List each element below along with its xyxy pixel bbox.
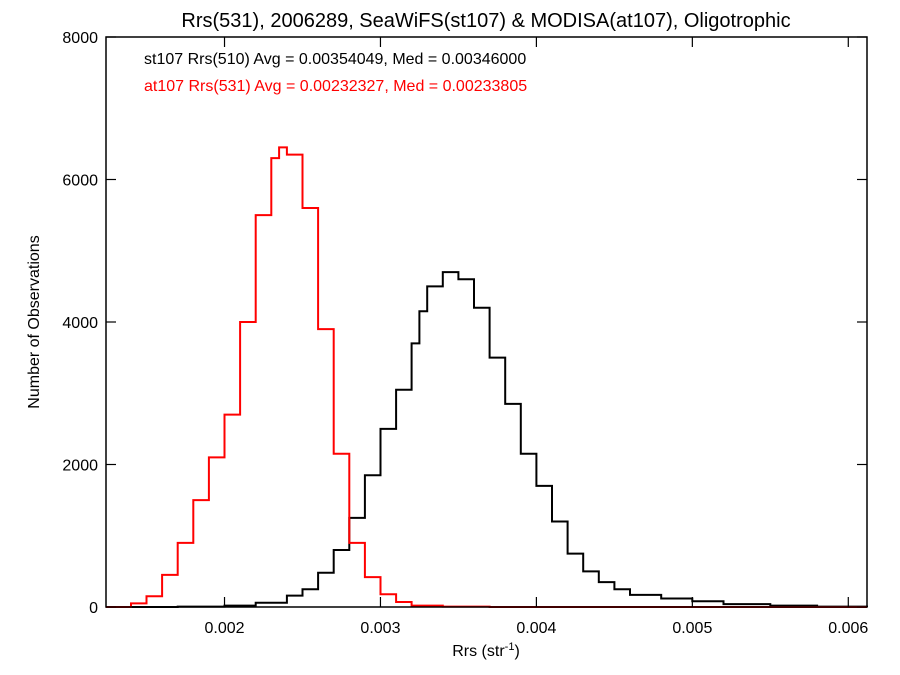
legend-entry-st107: st107 Rrs(510) Avg = 0.00354049, Med = 0… (144, 51, 526, 68)
x-axis-label-exponent: -1 (505, 641, 515, 653)
chart-title: Rrs(531), 2006289, SeaWiFS(st107) & MODI… (181, 10, 790, 32)
series-group (106, 146, 868, 608)
series-line-1 (106, 146, 867, 608)
x-tick-label: 0.004 (516, 620, 556, 637)
y-tick-label: 0 (89, 600, 98, 617)
x-tick-label: 0.002 (204, 620, 244, 637)
x-tick-label: 0.006 (828, 620, 868, 637)
plot-frame (105, 36, 868, 608)
series-line-0 (106, 271, 868, 608)
y-tick-label: 8000 (62, 30, 98, 47)
x-axis-label: Rrs (str-1) (452, 641, 520, 660)
x-tick-label: 0.003 (360, 620, 400, 637)
y-axis-label: Number of Observations (26, 235, 43, 408)
x-axis-label-text: Rrs (str (452, 643, 505, 660)
y-tick-label: 2000 (62, 458, 98, 475)
x-axis-label-close: ) (514, 643, 519, 660)
axis-ticks: 0.002 0.003 0.004 0.005 0.006 0 2000 4000 6000 80… (62, 30, 868, 637)
y-tick-label: 6000 (62, 173, 98, 190)
x-tick-label: 0.005 (672, 620, 712, 637)
y-tick-label: 4000 (62, 315, 98, 332)
legend-entry-at107: at107 Rrs(531) Avg = 0.00232327, Med = 0… (144, 78, 527, 95)
